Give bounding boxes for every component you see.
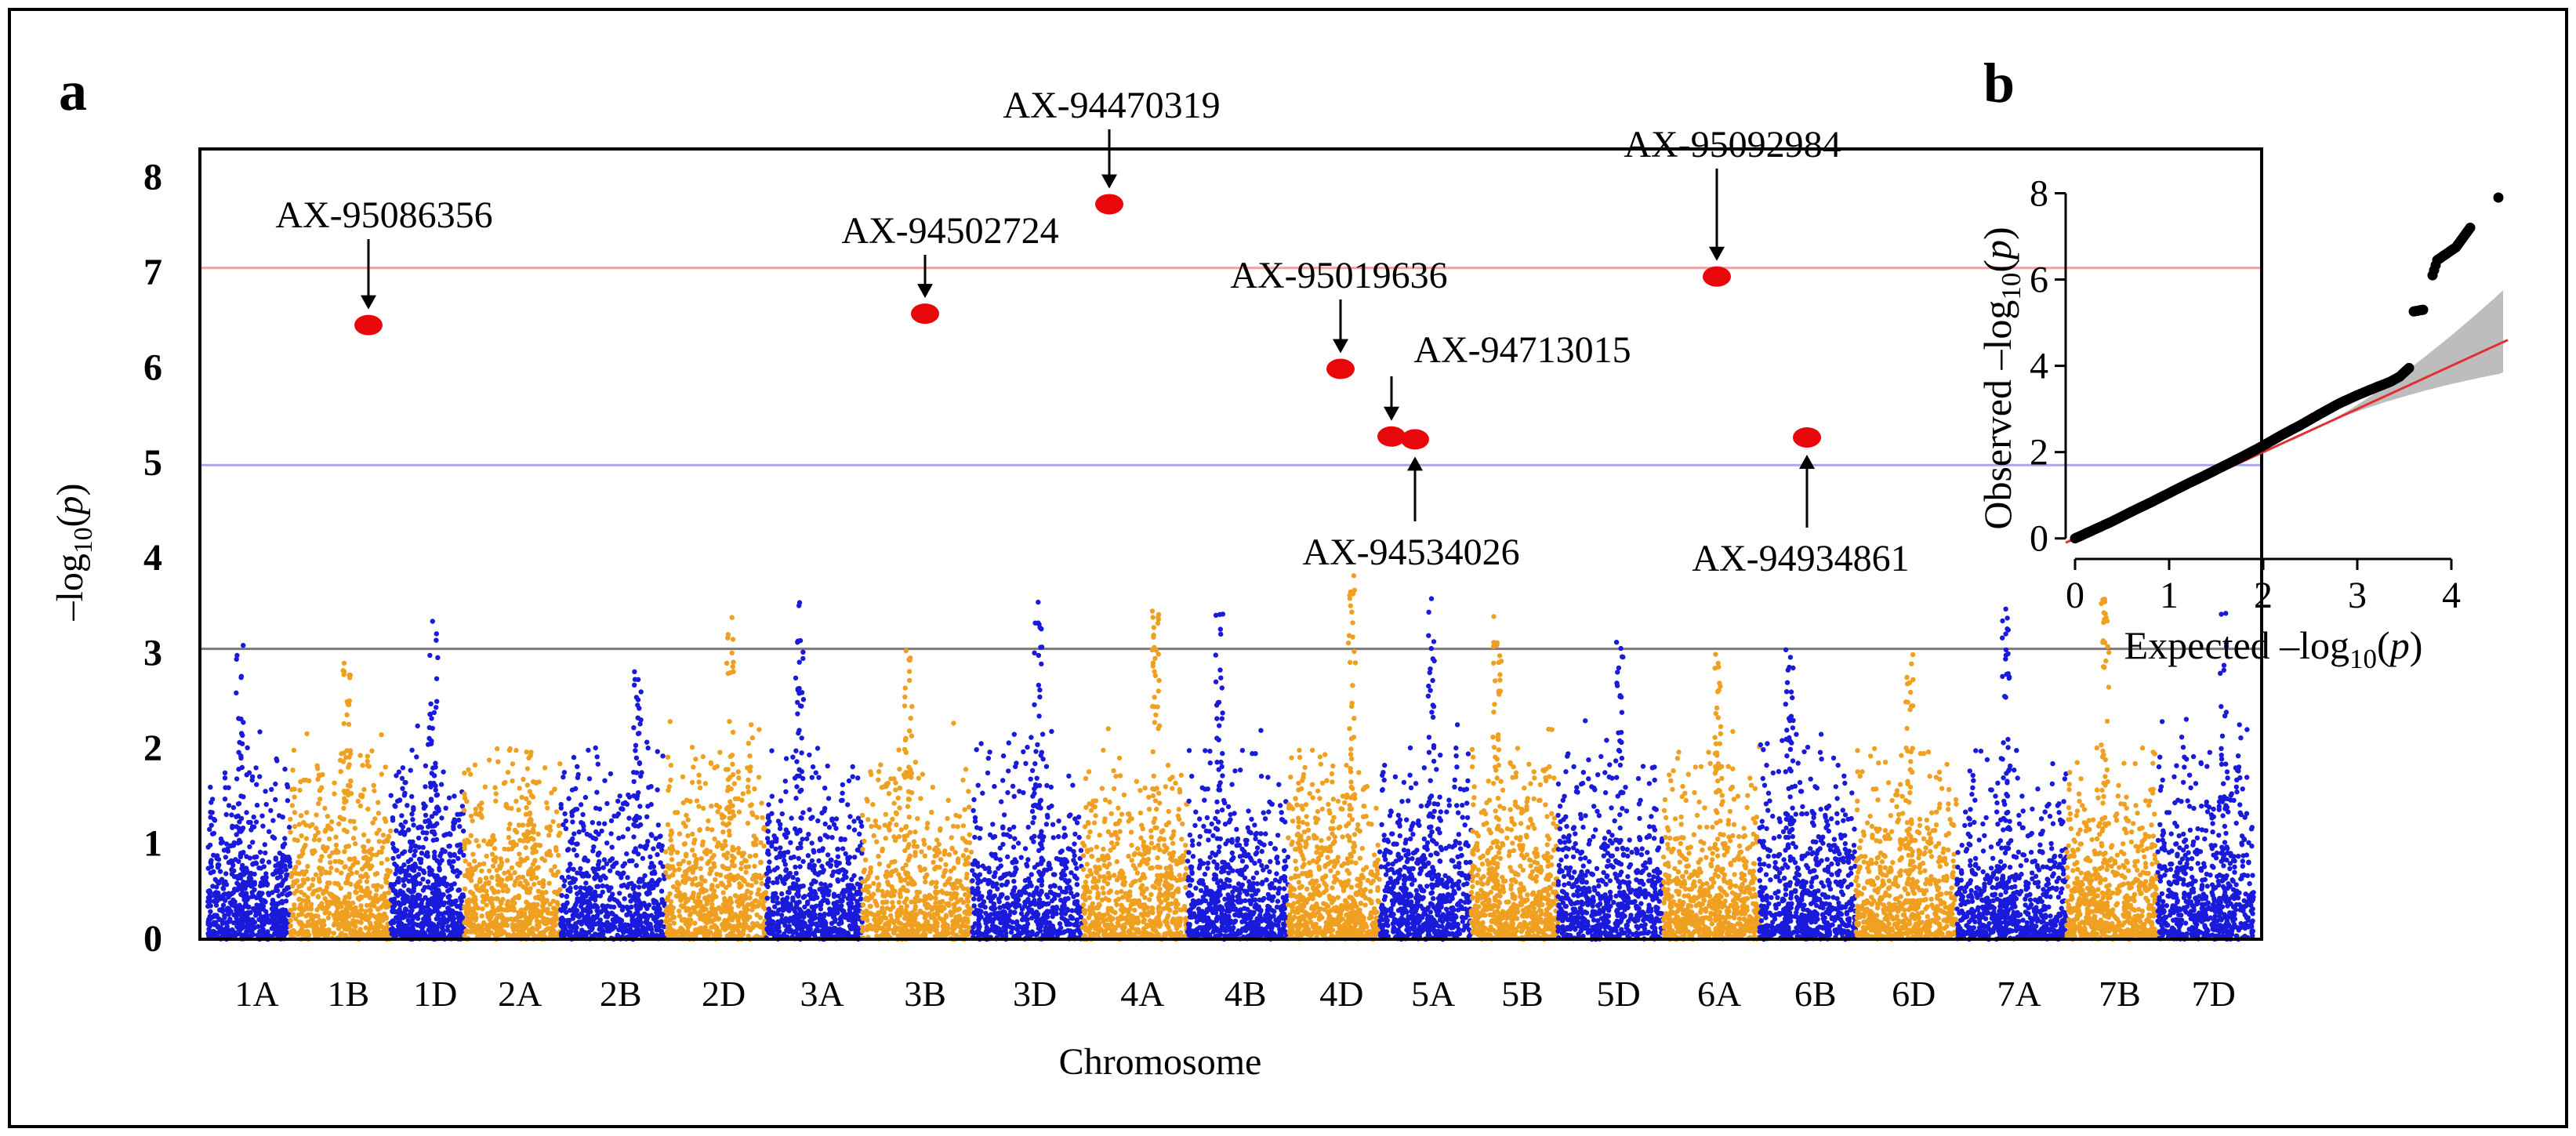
significant-snp-AX-94534026 [1401, 429, 1429, 450]
manhattan-y-ticks: 0 1 2 3 4 5 6 7 8 [143, 156, 162, 960]
manhattan-grid-lines [200, 267, 2262, 651]
qq-plot-area [2065, 192, 2509, 544]
chromosome-3B-points [859, 648, 974, 942]
manhattan-x-axis-label: Chromosome [1059, 1041, 1262, 1083]
snp-label-AX-94470319: AX-94470319 [1003, 85, 1220, 126]
y-tick-label: 8 [143, 156, 162, 198]
chromosome-7A-points [1954, 606, 2069, 942]
qq-y-tick-label: 4 [2030, 346, 2048, 387]
y-tick-label: 5 [143, 442, 162, 484]
snp-label-AX-95019636: AX-95019636 [1230, 255, 1447, 296]
snp-arrow-AX-95019636 [1333, 299, 1348, 354]
x-tick-label: 4D [1319, 974, 1363, 1014]
significant-snp-markers [354, 194, 1821, 450]
qq-y-tick-label: 6 [2030, 260, 2048, 301]
x-tick-label: 2A [498, 974, 542, 1014]
chromosome-6D-points [1853, 651, 1959, 942]
snp-arrow-AX-94713015 [1384, 376, 1399, 421]
x-tick-label: 7D [2192, 974, 2236, 1014]
significant-snp-AX-95019636 [1326, 358, 1355, 379]
chromosome-7B-points [2064, 597, 2160, 942]
significant-snp-AX-94502724 [911, 303, 939, 325]
significant-snp-AX-95086356 [354, 314, 383, 336]
qq-x-tick-label: 1 [2160, 575, 2179, 616]
manhattan-plot-panel: a 0 1 2 3 4 5 6 7 8 1A 1B 1D 2A 2B 2D 3A 3B 3D 4A 4B 4D 5A 5B… [49, 60, 2263, 1083]
snp-arrow-AX-94470319 [1101, 129, 1117, 189]
snp-annotations: AX-95086356 AX-94502724 AX-94470319 AX-9501… [275, 85, 1909, 579]
chromosome-3A-points [764, 600, 865, 942]
manhattan-snp-points [205, 573, 2256, 942]
x-tick-label: 6A [1697, 974, 1741, 1014]
x-tick-label: 3D [1013, 974, 1057, 1014]
qq-y-tick-label: 8 [2030, 173, 2048, 215]
chromosome-1A-points [205, 643, 293, 942]
qq-axes: 0 2 4 6 8 0 1 2 3 4 [2030, 173, 2461, 616]
manhattan-y-axis-label: –log10(p) [49, 484, 98, 622]
qq-x-tick-label: 4 [2442, 575, 2461, 616]
x-tick-label: 2B [600, 974, 642, 1014]
y-tick-label: 3 [143, 633, 162, 674]
snp-arrow-AX-95092984 [1709, 169, 1725, 261]
x-tick-label: 1B [327, 974, 369, 1014]
x-tick-label: 3B [904, 974, 946, 1014]
qq-x-axis-label: Expected –log10(p) [2124, 623, 2423, 674]
panel-a-label: a [59, 60, 87, 122]
y-tick-label: 1 [143, 823, 162, 865]
panel-b-label: b [1983, 52, 2015, 114]
chromosome-2A-points [461, 746, 563, 942]
y-tick-label: 6 [143, 347, 162, 388]
x-tick-label: 7A [1997, 974, 2041, 1014]
qq-y-tick-label: 2 [2030, 432, 2048, 474]
qq-x-tick-label: 0 [2066, 575, 2084, 616]
qq-points [2070, 192, 2504, 544]
qq-y-tick-label: 0 [2030, 518, 2048, 560]
x-tick-label: 5A [1411, 974, 1455, 1014]
snp-arrow-AX-94934861 [1799, 454, 1815, 528]
significant-snp-AX-94713015 [1377, 426, 1406, 447]
snp-label-AX-94534026: AX-94534026 [1302, 532, 1519, 573]
y-tick-label: 2 [143, 728, 162, 769]
snp-label-AX-94502724: AX-94502724 [841, 210, 1058, 252]
y-tick-label: 7 [143, 252, 162, 293]
y-tick-label: 0 [143, 918, 162, 960]
chromosome-1B-points [288, 660, 394, 942]
chromosome-5D-points [1555, 640, 1666, 942]
x-tick-label: 6B [1794, 974, 1837, 1014]
snp-arrow-AX-95086356 [361, 239, 376, 310]
x-tick-label: 5B [1501, 974, 1544, 1014]
x-tick-label: 5D [1597, 974, 1641, 1014]
x-tick-label: 2D [702, 974, 746, 1014]
significant-snp-AX-94470319 [1095, 194, 1123, 215]
x-tick-label: 3A [800, 974, 844, 1014]
significant-snp-AX-94934861 [1793, 426, 1821, 448]
qq-x-tick-label: 2 [2254, 575, 2273, 616]
qq-y-axis-label: Observed –log10(p) [1976, 227, 2026, 529]
x-tick-label: 4A [1120, 974, 1164, 1014]
manhattan-x-ticks: 1A 1B 1D 2A 2B 2D 3A 3B 3D 4A 4B 4D 5A 5B 5D 6A 6B 6D 7A 7B… [234, 974, 2235, 1014]
snp-arrow-AX-94502724 [917, 255, 933, 299]
snp-arrow-AX-94534026 [1407, 456, 1423, 521]
x-tick-label: 6D [1892, 974, 1936, 1014]
chromosome-4B-points [1185, 612, 1291, 942]
x-tick-label: 1A [234, 974, 278, 1014]
x-tick-label: 7B [2099, 974, 2141, 1014]
figure-border [8, 8, 2568, 1128]
significant-snp-AX-95092984 [1703, 266, 1731, 287]
chromosome-6A-points [1660, 651, 1762, 942]
chromosome-2D-points [662, 615, 769, 942]
qq-plot-panel: b 0 2 4 6 8 0 1 2 3 4 Expected –log10(p) Observed… [1976, 52, 2509, 674]
y-tick-label: 4 [143, 537, 162, 579]
qq-x-tick-label: 3 [2348, 575, 2367, 616]
snp-label-AX-94934861: AX-94934861 [1692, 538, 1909, 579]
snp-label-AX-94713015: AX-94713015 [1413, 329, 1631, 371]
snp-label-AX-95092984: AX-95092984 [1624, 124, 1841, 165]
chromosome-3D-points [970, 599, 1085, 942]
snp-label-AX-95086356: AX-95086356 [275, 194, 492, 236]
manhattan-plot-frame [198, 147, 2263, 941]
x-tick-label: 1D [413, 974, 457, 1014]
x-tick-label: 4B [1225, 974, 1267, 1014]
